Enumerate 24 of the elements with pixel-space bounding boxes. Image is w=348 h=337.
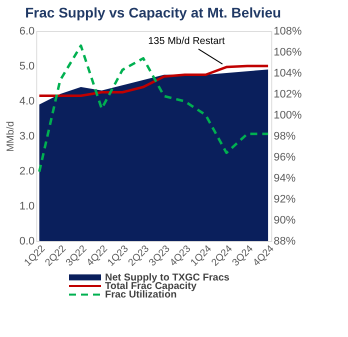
y2-tick-label: 104% [274, 68, 302, 80]
y-tick-label: 4.0 [19, 96, 35, 108]
y2-tick-label: 106% [274, 46, 302, 58]
y2-tick-label: 100% [274, 110, 302, 122]
y-tick-label: 1.0 [19, 200, 35, 212]
y-tick-label: 3.0 [19, 130, 35, 142]
y-tick-label: 6.0 [19, 26, 35, 38]
y-tick-label: 2.0 [19, 166, 35, 178]
y2-tick-label: 96% [274, 152, 296, 164]
line-series [38, 44, 270, 173]
y-tick-label: 5.0 [19, 60, 35, 72]
y2-tick-label: 88% [274, 236, 296, 248]
chart-title: Frac Supply vs Capacity at Mt. Belvieu [25, 4, 282, 20]
legend-label: Frac Utilization [105, 290, 177, 301]
y2-tick-label: 94% [274, 172, 296, 184]
y2-tick-label: 108% [274, 26, 302, 38]
y2-tick-label: 98% [274, 130, 296, 142]
y2-tick-label: 92% [274, 194, 296, 206]
y2-tick-label: 90% [274, 214, 296, 226]
y-tick-label: 0.0 [19, 236, 35, 248]
y-axis-title: MMb/d [5, 121, 16, 152]
line-series [38, 64, 270, 97]
y2-tick-label: 102% [274, 88, 302, 100]
annotation: 135 Mb/d Restart [148, 36, 226, 48]
